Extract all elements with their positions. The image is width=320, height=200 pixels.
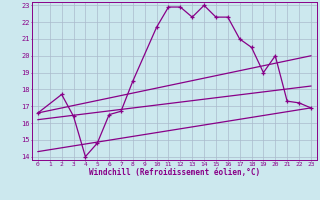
X-axis label: Windchill (Refroidissement éolien,°C): Windchill (Refroidissement éolien,°C) (89, 168, 260, 177)
